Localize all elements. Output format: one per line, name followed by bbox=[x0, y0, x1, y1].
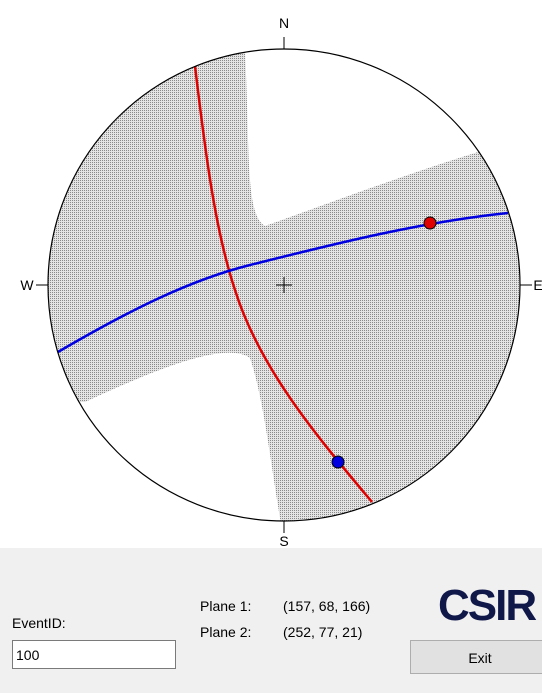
event-id-value: 100 bbox=[16, 647, 40, 663]
south-label: S bbox=[279, 533, 288, 549]
exit-button[interactable] bbox=[410, 640, 542, 674]
p-axis bbox=[423, 216, 437, 230]
plane1-value: (157, 68, 166) bbox=[283, 598, 370, 614]
plane2-label: Plane 2: bbox=[200, 624, 251, 640]
plane2-value: (252, 77, 21) bbox=[283, 624, 362, 640]
logo: CSIR bbox=[438, 581, 536, 630]
event-label: EventID: bbox=[12, 615, 66, 631]
east-label: E bbox=[533, 277, 542, 293]
north-label: N bbox=[279, 15, 289, 31]
nodal-plane-1 bbox=[193, 65, 373, 503]
exit-label: Exit bbox=[468, 650, 491, 666]
t-axis bbox=[331, 455, 345, 469]
plane1-label: Plane 1: bbox=[200, 598, 251, 614]
event-id-input[interactable] bbox=[12, 640, 176, 669]
west-label: W bbox=[20, 277, 34, 293]
